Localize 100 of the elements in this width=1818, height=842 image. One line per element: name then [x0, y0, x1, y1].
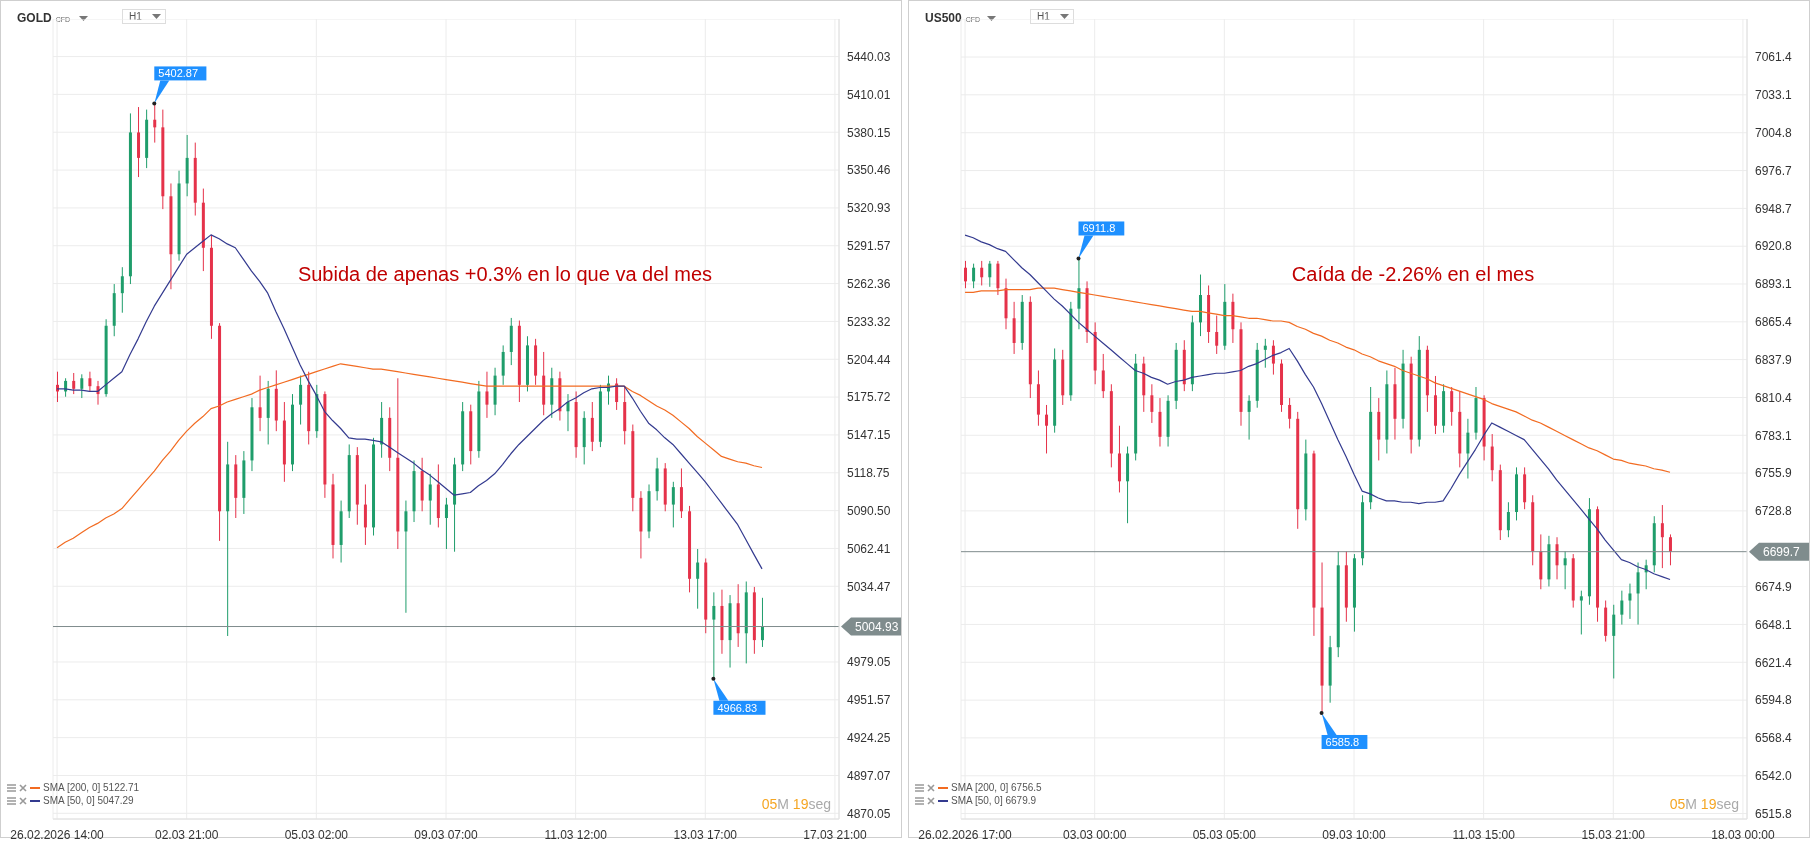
x-tick-label: 05.03 02:00: [284, 828, 349, 842]
x-tick-label: 02.03 21:00: [155, 828, 219, 842]
annotation: 5402.87: [158, 67, 199, 80]
y-tick-label: 6920.8: [1755, 239, 1793, 254]
candlestick: [1450, 386, 1454, 427]
y-tick-label: 5380.15: [847, 125, 891, 140]
y-tick-label: 6728.8: [1755, 504, 1793, 519]
y-tick-label: 5262.36: [847, 276, 891, 291]
candlestick: [590, 401, 594, 452]
line-series: [964, 234, 1671, 581]
x-tick-label: 13.03 17:00: [673, 828, 738, 842]
candlestick: [988, 260, 992, 288]
annotation: 05M 19seg: [761, 796, 831, 812]
legend-label: SMA [50, 0] 6679.9: [951, 794, 1037, 807]
y-tick-label: 5233.32: [847, 314, 891, 329]
y-tick-label: 4897.07: [847, 768, 891, 783]
candlestick: [258, 375, 262, 432]
candlestick: [760, 597, 764, 648]
annotation: 6911.8: [1082, 222, 1116, 235]
x-tick-label: 03.03 00:00: [1063, 828, 1127, 842]
x-tick-label: 18.03 00:00: [1711, 828, 1775, 842]
candlestick: [1263, 338, 1267, 369]
x-tick-label: 11.03 15:00: [1452, 828, 1516, 842]
y-tick-label: 7004.8: [1755, 125, 1793, 140]
line-series: [964, 287, 1671, 473]
y-tick-label: 5034.47: [847, 579, 891, 594]
y-tick-label: 5410.01: [847, 87, 891, 102]
line-series: [56, 363, 763, 549]
candlestick: [1045, 404, 1049, 454]
candlestick: [88, 371, 92, 392]
candlestick: [363, 483, 367, 546]
candlestick: [1636, 561, 1640, 626]
y-tick-label: 7033.1: [1755, 88, 1793, 103]
legend-label: SMA [200, 0] 6756.5: [951, 781, 1042, 794]
candlestick: [80, 373, 84, 399]
y-tick-label: 5090.50: [847, 503, 891, 518]
candlestick: [1612, 604, 1616, 679]
y-tick-label: 6568.4: [1755, 731, 1793, 746]
y-tick-label: 6515.8: [1755, 806, 1793, 821]
candlestick: [972, 263, 976, 289]
candlestick: [1490, 433, 1494, 482]
y-tick-label: 5204.44: [847, 352, 891, 367]
y-tick-label: 6810.4: [1755, 390, 1793, 405]
price-callout: 4966.83: [711, 676, 766, 715]
x-tick-label: 09.03 10:00: [1322, 828, 1387, 842]
x-tick-label: 26.02.2026 14:00: [10, 828, 105, 842]
candlestick: [1101, 353, 1105, 399]
candlestick: [1628, 583, 1632, 620]
candlestick: [964, 260, 967, 289]
y-tick-label: 5175.72: [847, 390, 891, 405]
candlestick: [1563, 550, 1567, 590]
y-tick-label: 6865.4: [1755, 315, 1793, 330]
candlestick: [1555, 536, 1559, 580]
candlestick: [485, 371, 489, 419]
candlestick: [615, 377, 619, 411]
y-tick-label: 6783.1: [1755, 428, 1793, 443]
candlestick: [1150, 383, 1154, 424]
annotation: 4966.83: [717, 701, 758, 714]
candlestick: [980, 260, 984, 286]
candlestick: [655, 457, 659, 502]
y-tick-label: 5118.75: [847, 466, 890, 481]
ref-line-label: 6699.7: [1763, 545, 1801, 560]
annotation: H1: [1030, 9, 1074, 24]
y-tick-label: 4979.05: [847, 655, 891, 670]
candlestick: [1466, 418, 1470, 480]
candlestick: [120, 266, 124, 314]
x-tick-label: 05.03 05:00: [1192, 828, 1257, 842]
y-tick-label: 5062.41: [847, 541, 891, 556]
x-tick-label: 26.02.2026 17:00: [918, 828, 1013, 842]
y-tick-label: 6976.7: [1755, 163, 1793, 178]
x-tick-label: 15.03 21:00: [1581, 828, 1646, 842]
ref-line-label: 5004.93: [855, 620, 899, 635]
candlestick: [1579, 590, 1583, 635]
y-tick-label: 6621.4: [1755, 655, 1793, 670]
line-series: [56, 234, 763, 570]
legend-label: SMA [200, 0] 5122.71: [43, 781, 140, 794]
candlestick: [1660, 504, 1664, 569]
candlestick: [696, 548, 700, 610]
legend-label: SMA [50, 0] 5047.29: [43, 794, 134, 807]
x-tick-label: 11.03 12:00: [544, 828, 608, 842]
candlestick: [501, 344, 505, 386]
annotation: Caída de -2.26% en el mes: [1291, 263, 1535, 286]
y-tick-label: 5147.15: [847, 428, 891, 443]
candlestick: [1620, 590, 1624, 626]
candlestick: [299, 375, 303, 426]
y-tick-label: 4951.57: [847, 693, 891, 708]
annotation: Subida de apenas +0.3% en lo que va del mes: [297, 263, 713, 286]
price-callout: 5402.87: [152, 66, 207, 106]
annotation: H1: [122, 9, 166, 24]
y-tick-label: 6648.1: [1755, 617, 1793, 632]
x-tick-label: 17.03 21:00: [803, 828, 867, 842]
annotation: 05M 19seg: [1669, 796, 1739, 812]
y-tick-label: 6542.0: [1755, 769, 1793, 784]
annotation: 6585.8: [1325, 735, 1360, 748]
y-tick-label: 5440.03: [847, 49, 891, 64]
candlestick: [671, 481, 675, 528]
y-tick-label: 5291.57: [847, 239, 891, 254]
candlestick: [428, 473, 432, 526]
y-tick-label: 7061.4: [1755, 50, 1793, 65]
chart-title: GOLD: [17, 11, 52, 25]
